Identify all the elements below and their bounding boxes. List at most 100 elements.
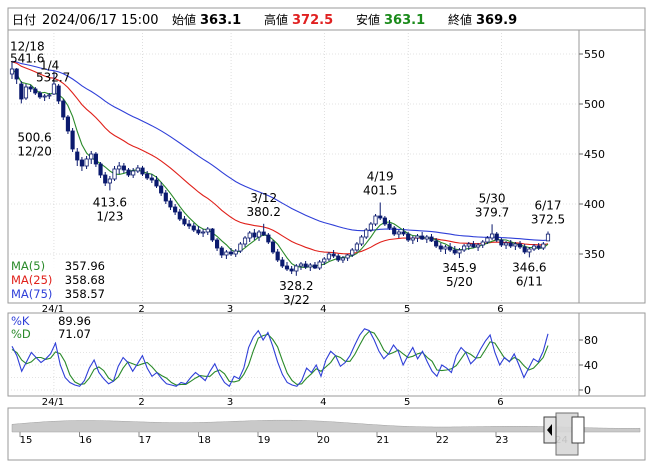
candle-body (177, 211, 182, 220)
candle (289, 266, 294, 274)
candle (191, 223, 196, 232)
candle (233, 249, 238, 257)
candle (112, 166, 117, 181)
candle-body (191, 225, 196, 231)
candle (182, 216, 187, 226)
price-y-tick-label: 450 (584, 148, 605, 161)
candle-body (415, 235, 420, 239)
stoch-x-tick-label: 2 (138, 397, 144, 408)
candle (317, 260, 322, 270)
candle (173, 204, 178, 215)
date-value: 2024/06/17 15:00 (42, 13, 159, 28)
candle-body (448, 246, 453, 251)
candle-body (443, 246, 448, 250)
candle-body (93, 153, 98, 165)
candle-body (308, 264, 313, 268)
candle-body (401, 231, 406, 235)
candle-body (382, 217, 387, 225)
candle-body (37, 92, 43, 98)
price-x-tick-label: 6 (497, 304, 503, 315)
candle-body (462, 245, 467, 251)
candle (517, 241, 523, 249)
navigator-label: 20 (317, 435, 330, 446)
candle-body (247, 232, 252, 239)
candle (503, 241, 509, 249)
navigator-panel[interactable]: 15161718192021222324 (7, 407, 646, 461)
candle-body (424, 236, 429, 240)
price-annotation: 346.6 (512, 260, 546, 274)
candle-body (317, 261, 322, 269)
legend-ma-value: 357.96 (65, 259, 105, 273)
stoch-x-tick-label: 5 (404, 397, 410, 408)
candle (275, 249, 280, 262)
price-annotation: 4/19 (367, 170, 394, 184)
legend-ma-label: MA(25) (11, 273, 52, 287)
candle (489, 224, 495, 240)
navigator-label: 15 (20, 435, 33, 446)
navigator-right-handle[interactable] (571, 416, 585, 444)
candle (65, 115, 71, 134)
price-annotation: 1/4 (40, 58, 59, 72)
navigator-left-handle[interactable] (543, 416, 557, 444)
ma25-line (11, 61, 549, 255)
candle (462, 244, 467, 252)
candle (541, 242, 546, 250)
candle-body (392, 227, 397, 235)
candle-body (65, 116, 71, 132)
stoch-x-tick-label: 3 (227, 397, 233, 408)
candle-body (406, 233, 411, 241)
candle (480, 240, 485, 248)
candle (121, 163, 126, 173)
low-label: 安値 (356, 12, 380, 27)
candle-body (238, 243, 243, 252)
candle (298, 262, 304, 270)
candle (424, 235, 429, 243)
candle-body (61, 100, 66, 118)
candle (420, 232, 425, 240)
candle-body (9, 68, 15, 75)
candle-body (289, 268, 294, 272)
candle-body (438, 245, 443, 250)
candle-body (494, 233, 499, 241)
candle (89, 151, 94, 164)
candle (545, 231, 551, 242)
candle (75, 148, 80, 166)
candle-body (56, 85, 61, 102)
stoch-legend-bg (9, 314, 93, 342)
candle (368, 222, 373, 232)
candle (485, 236, 490, 244)
candle (215, 238, 220, 251)
candle (443, 245, 448, 254)
candle-body (233, 250, 238, 255)
candle (168, 198, 173, 210)
navigator-frame (7, 407, 646, 461)
candle-body (182, 218, 187, 225)
high-value: 372.5 (292, 13, 333, 28)
candle-body (242, 237, 248, 245)
candle (354, 242, 359, 252)
candle (84, 156, 89, 169)
stoch-x-tick-label: 4 (320, 397, 326, 408)
candle-body (476, 244, 481, 248)
candle-body (107, 178, 112, 184)
candle-body (168, 200, 173, 208)
stochastic-y-ticks: 0 40 80 (579, 334, 598, 397)
candle-body (131, 170, 136, 176)
stochastic-panel-frame (7, 312, 646, 397)
candle (205, 227, 210, 235)
candle (163, 190, 168, 204)
candle (28, 85, 33, 92)
price-x-tick-label: 3 (227, 304, 233, 315)
candle (14, 68, 19, 84)
stochastic-legend: %K 89.96 %D 71.07 (9, 314, 93, 342)
navigator-label: 17 (139, 435, 152, 446)
price-annotation: 5/20 (446, 275, 473, 289)
candle-body (536, 245, 541, 249)
price-y-tick-label: 500 (584, 98, 605, 111)
candle (140, 166, 145, 176)
candle (51, 71, 57, 95)
candle (196, 226, 201, 235)
candle (364, 228, 369, 239)
